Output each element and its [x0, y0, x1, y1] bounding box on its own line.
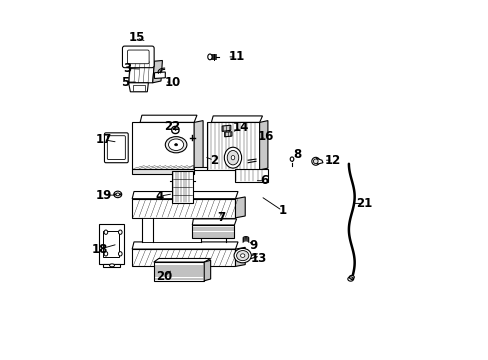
Ellipse shape — [231, 156, 234, 160]
Polygon shape — [132, 249, 235, 266]
Ellipse shape — [109, 264, 114, 267]
FancyBboxPatch shape — [127, 50, 149, 64]
Ellipse shape — [114, 191, 122, 198]
Polygon shape — [259, 121, 267, 170]
Ellipse shape — [224, 147, 241, 168]
Ellipse shape — [207, 54, 212, 60]
Text: 18: 18 — [91, 243, 108, 256]
Text: 8: 8 — [293, 148, 301, 161]
Ellipse shape — [168, 139, 183, 150]
Text: 17: 17 — [95, 133, 111, 146]
Polygon shape — [154, 72, 165, 78]
Bar — [171, 171, 192, 203]
Ellipse shape — [311, 157, 319, 165]
Ellipse shape — [120, 194, 121, 195]
Polygon shape — [103, 264, 120, 267]
Polygon shape — [132, 199, 235, 218]
Ellipse shape — [289, 157, 293, 161]
Polygon shape — [132, 192, 238, 199]
Text: 19: 19 — [96, 189, 112, 202]
Text: 4: 4 — [156, 190, 163, 203]
Polygon shape — [316, 158, 322, 164]
Text: 11: 11 — [228, 50, 244, 63]
Text: 13: 13 — [250, 252, 266, 265]
Polygon shape — [128, 61, 154, 83]
FancyBboxPatch shape — [122, 46, 154, 68]
FancyBboxPatch shape — [104, 133, 128, 163]
Polygon shape — [224, 132, 231, 137]
Polygon shape — [142, 218, 201, 242]
Text: 9: 9 — [249, 239, 257, 252]
Text: 22: 22 — [163, 120, 180, 133]
Ellipse shape — [227, 150, 238, 165]
Text: 16: 16 — [257, 130, 273, 143]
Polygon shape — [152, 60, 162, 83]
Polygon shape — [128, 83, 148, 92]
Ellipse shape — [240, 254, 244, 257]
Polygon shape — [140, 115, 197, 122]
Polygon shape — [204, 260, 210, 281]
Polygon shape — [132, 122, 194, 169]
Ellipse shape — [104, 252, 107, 256]
Ellipse shape — [234, 248, 251, 263]
Ellipse shape — [114, 194, 115, 195]
Text: 5: 5 — [121, 76, 129, 89]
Polygon shape — [192, 225, 234, 238]
Text: 3: 3 — [123, 62, 131, 75]
Text: 12: 12 — [324, 154, 340, 167]
Polygon shape — [235, 169, 267, 182]
Text: 2: 2 — [209, 154, 218, 167]
Polygon shape — [153, 258, 210, 262]
Polygon shape — [211, 116, 262, 122]
Polygon shape — [132, 169, 194, 174]
FancyBboxPatch shape — [107, 136, 125, 159]
Text: 15: 15 — [128, 31, 144, 44]
Bar — [103, 231, 119, 257]
Ellipse shape — [348, 275, 354, 279]
Text: 10: 10 — [164, 76, 180, 89]
Ellipse shape — [174, 144, 177, 146]
Ellipse shape — [104, 230, 107, 234]
Polygon shape — [132, 242, 238, 249]
Polygon shape — [222, 125, 230, 131]
Text: 21: 21 — [355, 197, 371, 210]
Bar — [153, 262, 204, 281]
Text: 1: 1 — [278, 204, 286, 217]
Ellipse shape — [118, 230, 122, 234]
Polygon shape — [192, 219, 236, 225]
Ellipse shape — [236, 251, 248, 261]
Ellipse shape — [165, 136, 186, 153]
Text: 20: 20 — [156, 270, 172, 283]
Ellipse shape — [118, 252, 122, 256]
Polygon shape — [194, 167, 206, 170]
Polygon shape — [194, 121, 203, 169]
Polygon shape — [206, 122, 259, 170]
Ellipse shape — [313, 159, 318, 163]
Text: 7: 7 — [217, 211, 224, 224]
Text: 14: 14 — [232, 121, 248, 134]
Polygon shape — [235, 197, 244, 218]
Text: 6: 6 — [260, 174, 268, 187]
Bar — [133, 85, 144, 91]
Polygon shape — [235, 247, 244, 266]
Polygon shape — [99, 224, 123, 264]
Ellipse shape — [116, 193, 120, 196]
